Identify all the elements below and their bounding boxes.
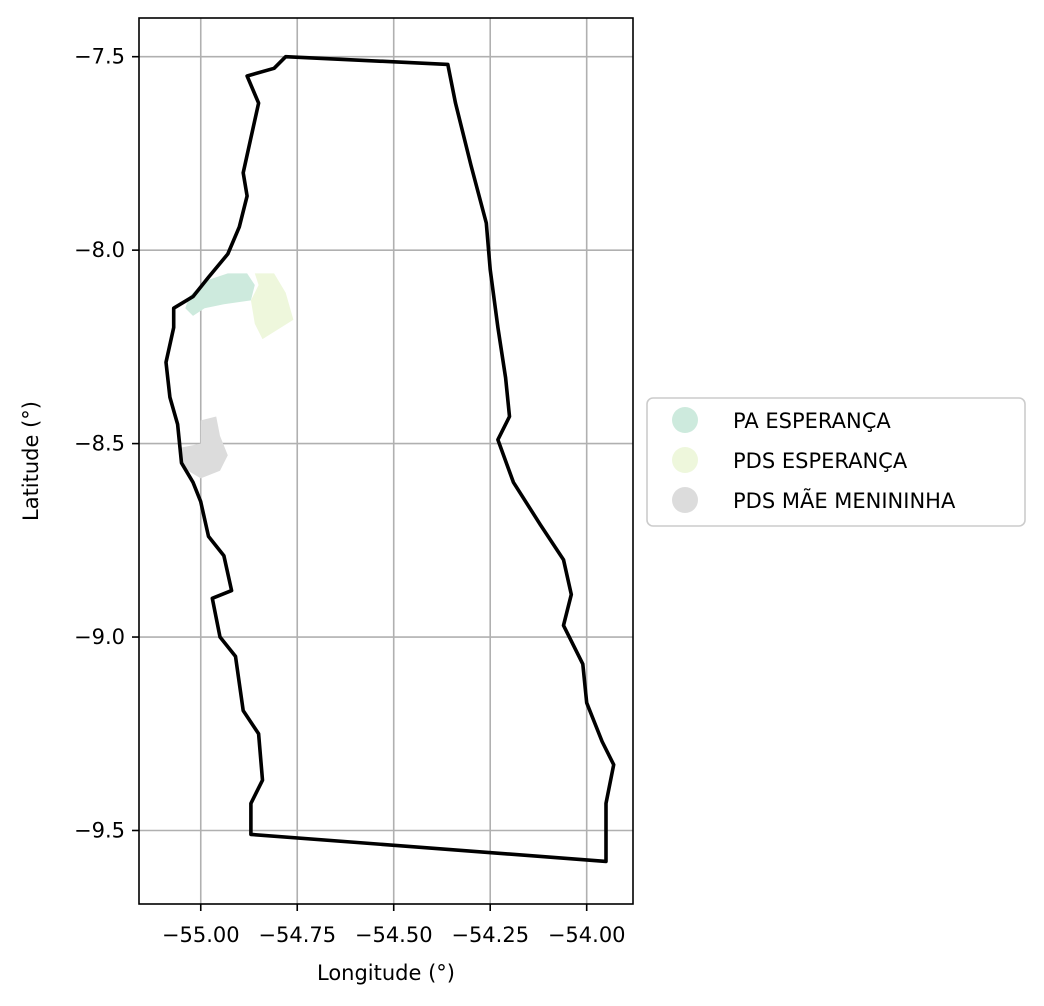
legend: PA ESPERANÇA PDS ESPERANÇA PDS MÃE MENININ… [646,397,1026,527]
x-tick-label-2: −54.50 [355,923,433,947]
boundary-layer [164,54,616,864]
plot-area-frame [138,17,634,905]
legend-marker-1 [672,447,698,473]
municipality-boundary [164,54,616,864]
x-axis-ticks: −55.00 −54.75 −54.50 −54.25 −54.00 [162,904,626,947]
y-tick-label-4: −9.5 [74,818,125,842]
legend-marker-0 [672,407,698,433]
y-tick-label-1: −8.0 [74,238,125,262]
region-pds-esperan-a [250,273,294,340]
x-tick-label-3: −54.25 [451,923,529,947]
region-layer [181,273,294,479]
legend-frame [646,397,1026,527]
x-tick-label-1: −54.75 [258,923,336,947]
y-tick-label-3: −9.0 [74,625,125,649]
y-axis-label: Latitude (°) [19,401,43,521]
region-pds-m-e-menininha [181,416,228,479]
legend-marker-2 [672,487,698,513]
x-tick-label-0: −55.00 [162,923,240,947]
y-tick-label-2: −8.5 [74,432,125,456]
y-axis-ticks: −7.5 −8.0 −8.5 −9.0 −9.5 [74,45,139,842]
gridlines [139,18,633,904]
y-tick-label-0: −7.5 [74,45,125,69]
legend-label-0: PA ESPERANÇA [733,409,891,433]
x-axis-label: Longitude (°) [317,961,455,985]
x-tick-label-4: −54.00 [548,923,626,947]
legend-label-1: PDS ESPERANÇA [733,449,908,473]
legend-label-2: PDS MÃE MENININHA [733,487,956,513]
